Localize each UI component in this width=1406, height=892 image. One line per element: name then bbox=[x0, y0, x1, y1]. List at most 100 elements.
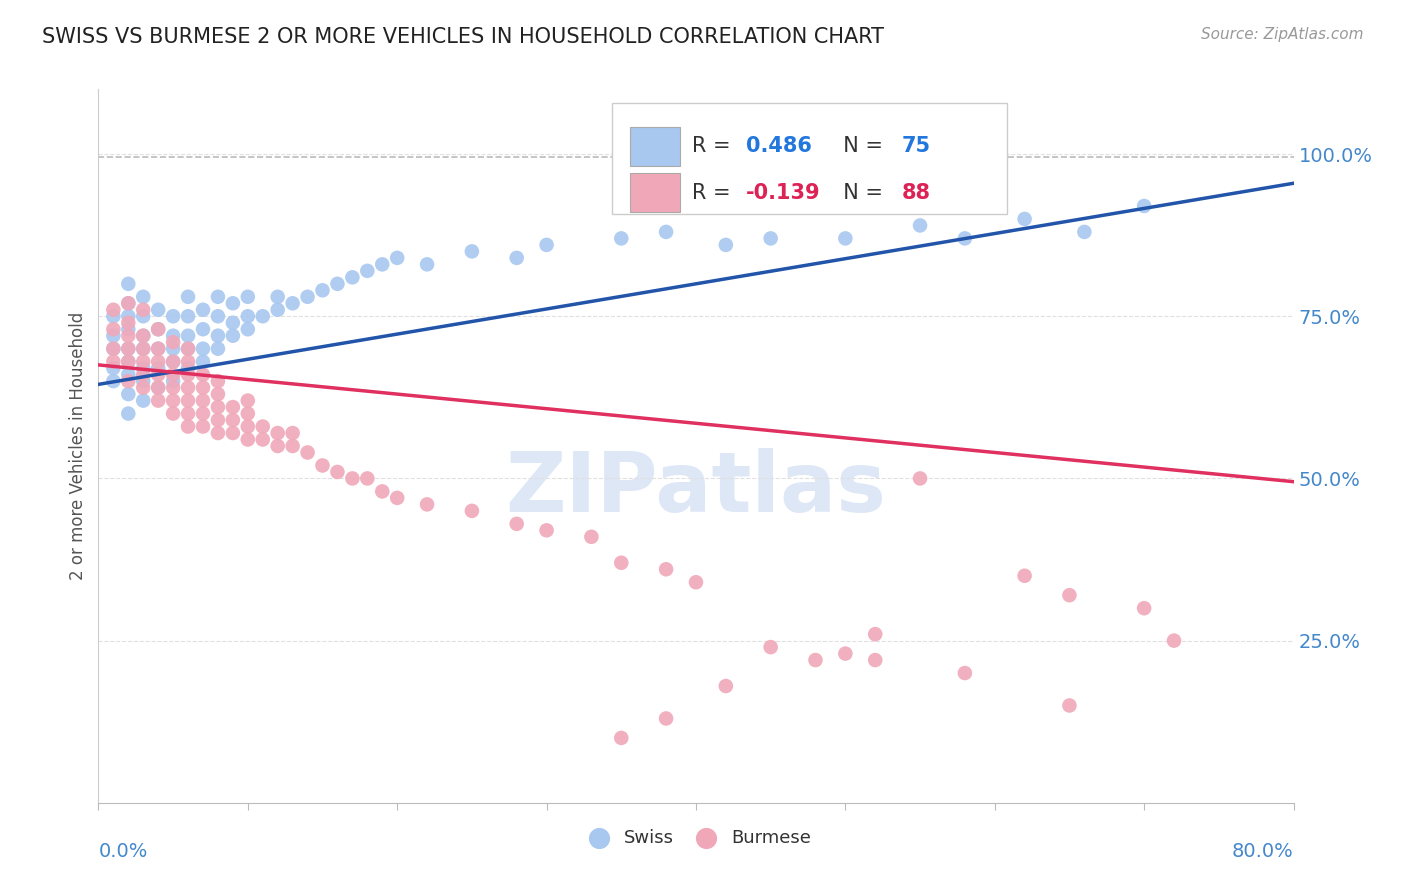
Point bbox=[117, 342, 139, 356]
Point bbox=[385, 251, 409, 265]
Point bbox=[132, 342, 155, 356]
Point bbox=[103, 354, 125, 368]
Point bbox=[132, 342, 155, 356]
Point bbox=[191, 381, 214, 395]
FancyBboxPatch shape bbox=[630, 173, 681, 212]
Text: 0.0%: 0.0% bbox=[98, 842, 148, 861]
Point bbox=[207, 400, 229, 414]
Point bbox=[207, 328, 229, 343]
Point bbox=[162, 368, 184, 382]
Point bbox=[222, 400, 245, 414]
Point bbox=[267, 425, 290, 440]
Point bbox=[162, 393, 184, 408]
Text: 0.486: 0.486 bbox=[747, 136, 813, 156]
Point bbox=[236, 393, 259, 408]
Point bbox=[461, 504, 484, 518]
Point bbox=[177, 354, 200, 368]
Point bbox=[132, 302, 155, 317]
Point bbox=[191, 322, 214, 336]
Point bbox=[191, 368, 214, 382]
Point bbox=[191, 407, 214, 421]
Point bbox=[148, 361, 170, 376]
Legend: Swiss, Burmese: Swiss, Burmese bbox=[574, 822, 818, 855]
Point bbox=[191, 354, 214, 368]
Point bbox=[759, 640, 782, 654]
Point bbox=[177, 290, 200, 304]
Point bbox=[506, 251, 529, 265]
Point bbox=[162, 374, 184, 388]
Point bbox=[759, 231, 782, 245]
Point bbox=[191, 419, 214, 434]
Point bbox=[236, 310, 259, 324]
Point bbox=[177, 342, 200, 356]
Point bbox=[132, 368, 155, 382]
Point bbox=[117, 374, 139, 388]
Text: -0.139: -0.139 bbox=[747, 183, 821, 202]
Point bbox=[356, 264, 378, 278]
Point bbox=[281, 425, 304, 440]
Point bbox=[326, 277, 349, 291]
Point bbox=[207, 413, 229, 427]
Point bbox=[655, 711, 678, 725]
Text: SWISS VS BURMESE 2 OR MORE VEHICLES IN HOUSEHOLD CORRELATION CHART: SWISS VS BURMESE 2 OR MORE VEHICLES IN H… bbox=[42, 27, 884, 46]
Point bbox=[342, 471, 364, 485]
Point bbox=[132, 393, 155, 408]
Point bbox=[865, 653, 887, 667]
Point bbox=[103, 361, 125, 376]
Point bbox=[834, 647, 856, 661]
Point bbox=[252, 433, 274, 447]
Point bbox=[132, 328, 155, 343]
Point bbox=[117, 342, 139, 356]
Point bbox=[117, 316, 139, 330]
Point bbox=[103, 328, 125, 343]
Point bbox=[371, 257, 394, 271]
Point bbox=[177, 393, 200, 408]
Point bbox=[191, 302, 214, 317]
Text: 75: 75 bbox=[901, 136, 931, 156]
Point bbox=[610, 556, 633, 570]
Point bbox=[207, 425, 229, 440]
Text: 88: 88 bbox=[901, 183, 931, 202]
Point bbox=[148, 381, 170, 395]
Point bbox=[207, 310, 229, 324]
Point bbox=[132, 328, 155, 343]
Point bbox=[685, 575, 707, 590]
Point bbox=[207, 342, 229, 356]
Point bbox=[1059, 698, 1081, 713]
Point bbox=[148, 302, 170, 317]
Point bbox=[236, 433, 259, 447]
Y-axis label: 2 or more Vehicles in Household: 2 or more Vehicles in Household bbox=[69, 312, 87, 580]
Point bbox=[117, 328, 139, 343]
Point bbox=[222, 425, 245, 440]
Point bbox=[117, 296, 139, 310]
Point bbox=[177, 368, 200, 382]
Point bbox=[1073, 225, 1095, 239]
Point bbox=[177, 381, 200, 395]
Point bbox=[1133, 199, 1156, 213]
Point bbox=[148, 354, 170, 368]
Point bbox=[236, 322, 259, 336]
Point bbox=[162, 335, 184, 350]
Point bbox=[281, 296, 304, 310]
Point bbox=[117, 387, 139, 401]
Point bbox=[148, 322, 170, 336]
Point bbox=[117, 310, 139, 324]
FancyBboxPatch shape bbox=[613, 103, 1007, 214]
Point bbox=[117, 277, 139, 291]
Point bbox=[162, 328, 184, 343]
Point bbox=[177, 328, 200, 343]
Point bbox=[132, 381, 155, 395]
Point bbox=[834, 231, 856, 245]
Point bbox=[371, 484, 394, 499]
Point bbox=[222, 413, 245, 427]
Point bbox=[536, 524, 558, 538]
Point bbox=[311, 458, 333, 473]
Point bbox=[908, 219, 931, 233]
Point bbox=[581, 530, 603, 544]
Point bbox=[191, 342, 214, 356]
Point bbox=[132, 374, 155, 388]
FancyBboxPatch shape bbox=[630, 127, 681, 166]
Point bbox=[148, 368, 170, 382]
Point bbox=[311, 283, 333, 297]
Point bbox=[177, 407, 200, 421]
